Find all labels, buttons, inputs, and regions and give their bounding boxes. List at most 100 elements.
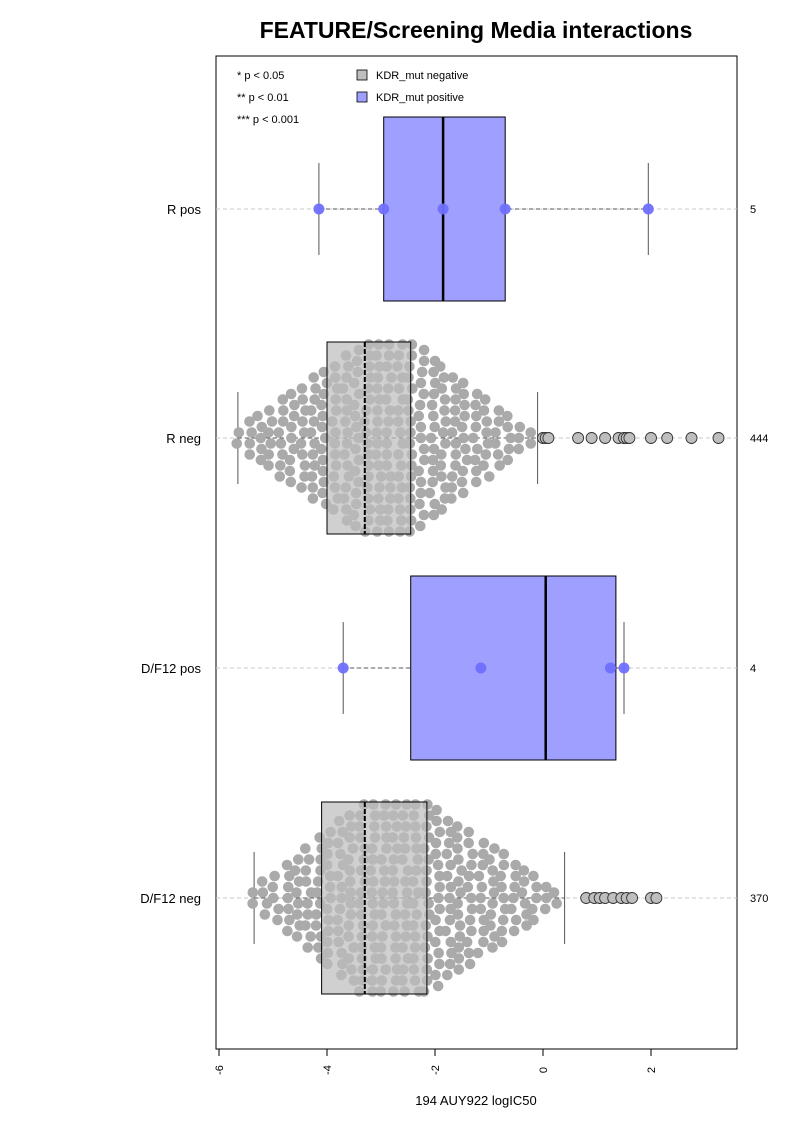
group-3-swarm-point (451, 821, 463, 832)
group-3-outlier (626, 892, 639, 904)
group-1-swarm-point (307, 482, 319, 493)
group-1: R neg 444 (166, 339, 768, 537)
group-1-swarm-point (418, 509, 430, 521)
group-3-swarm-point (445, 881, 457, 893)
group-1-swarm-point (428, 410, 439, 422)
group-3-swarm-point (489, 843, 500, 854)
group-1-swarm-point (427, 476, 438, 488)
group-1-swarm-point (316, 443, 327, 455)
group-1-swarm-point (264, 405, 275, 416)
group-1-swarm-point (244, 438, 256, 449)
group-1-swarm-point (457, 377, 469, 389)
group-3-count-label: 370 (750, 893, 768, 905)
group-3-swarm-point (247, 898, 258, 909)
group-3-swarm-point (453, 876, 464, 887)
group-1-swarm-point (479, 394, 491, 405)
group-3-swarm-point (430, 936, 441, 948)
chart-title: FEATURE/Screening Media interactions (260, 17, 693, 43)
group-1-swarm-point (244, 416, 255, 427)
group-1-swarm-point (472, 443, 483, 455)
group-3-outlier (650, 892, 663, 904)
group-1-swarm-point (428, 388, 440, 400)
group-1-swarm-point (277, 449, 288, 460)
group-1-swarm-point (414, 399, 426, 411)
group-1-swarm-point (494, 460, 505, 471)
group-1-swarm-point (273, 427, 285, 438)
group-3-swarm-point (496, 936, 508, 948)
group-3-swarm-point (282, 925, 293, 937)
group-3-swarm-point (434, 881, 446, 893)
group-3-swarm-point (473, 870, 485, 882)
group-1-swarm-point (439, 394, 451, 405)
group-3-swarm-point (496, 925, 508, 937)
group-1-swarm-point (275, 438, 287, 449)
group-1-swarm-point (297, 394, 309, 405)
group-0-count-label: 5 (750, 204, 756, 216)
group-3-swarm-point (303, 854, 315, 865)
group-3-swarm-point (430, 837, 442, 849)
group-1-swarm-point (286, 432, 297, 444)
group-3-swarm-point (487, 942, 498, 953)
group-3-swarm-point (430, 969, 441, 981)
group-3-swarm-point (283, 903, 294, 915)
group-1-swarm-point (297, 449, 308, 460)
group-1-swarm-point (278, 405, 289, 416)
group-1-outlier (542, 432, 555, 444)
group-1-outlier (572, 432, 585, 444)
group-1-swarm-point (255, 432, 267, 444)
group-1-swarm-point (471, 388, 483, 400)
group-1-swarm-point (458, 432, 469, 444)
legend: KDR_mut negative KDR_mut positive (356, 69, 468, 104)
group-3-swarm-point (453, 854, 464, 865)
group-1-swarm-point (481, 427, 492, 438)
group-3-swarm-point (475, 903, 487, 915)
group-1-swarm-point (286, 421, 297, 433)
group-3-swarm-point (453, 942, 465, 953)
group-3-swarm-point (282, 881, 294, 893)
group-1-swarm-point (308, 416, 320, 427)
group-1-swarm-point (310, 383, 321, 394)
group-3-swarm-point (484, 854, 495, 865)
group-3-swarm-point (462, 881, 474, 893)
group-3-swarm-point (472, 947, 484, 959)
group-3-swarm-point (272, 914, 283, 926)
group-3-swarm-point (518, 876, 530, 887)
group-3-swarm-point (443, 837, 455, 849)
group-3-swarm-point (518, 865, 530, 876)
group-2-box (410, 575, 617, 761)
group-1-outlier (712, 432, 725, 444)
group-3-swarm-point (431, 815, 442, 827)
group-1-swarm-point (471, 410, 482, 422)
group-3-swarm-point (430, 848, 442, 860)
group-3-swarm-point (510, 914, 522, 926)
group-1-swarm-point (436, 471, 447, 482)
group-2-count-label: 4 (750, 663, 756, 675)
sig-key-2: ** p < 0.01 (237, 92, 289, 104)
group-3-swarm-point (300, 876, 312, 887)
group-1-swarm-point (252, 410, 263, 422)
group-1-swarm-point (469, 454, 481, 466)
group-2-category-label: D/F12 pos (141, 661, 201, 676)
group-3-swarm-point (516, 887, 528, 898)
group-1-swarm-point (295, 438, 307, 449)
group-3-swarm-point (496, 881, 507, 893)
group-1-swarm-point (274, 471, 286, 482)
group-3-swarm-point (528, 914, 539, 926)
group-1-swarm-point (415, 476, 427, 488)
group-1-swarm-point (317, 465, 329, 477)
group-3-swarm-point (497, 914, 509, 926)
group-3-swarm-point (293, 854, 304, 865)
group-1-swarm-point (525, 427, 537, 438)
group-3-swarm-point (526, 903, 538, 915)
group-3-swarm-point (445, 936, 457, 948)
group-1-swarm-point (492, 449, 504, 460)
group-3-swarm-point (528, 870, 539, 882)
group-0-point (313, 203, 325, 215)
group-1-swarm-point (305, 427, 317, 438)
group-1-box (326, 341, 412, 535)
group-1-swarm-point (413, 410, 425, 422)
group-1-swarm-point (414, 520, 426, 532)
legend-swatch-positive (356, 91, 368, 103)
group-3-swarm-point (475, 892, 487, 904)
group-1-swarm-point (415, 432, 427, 444)
